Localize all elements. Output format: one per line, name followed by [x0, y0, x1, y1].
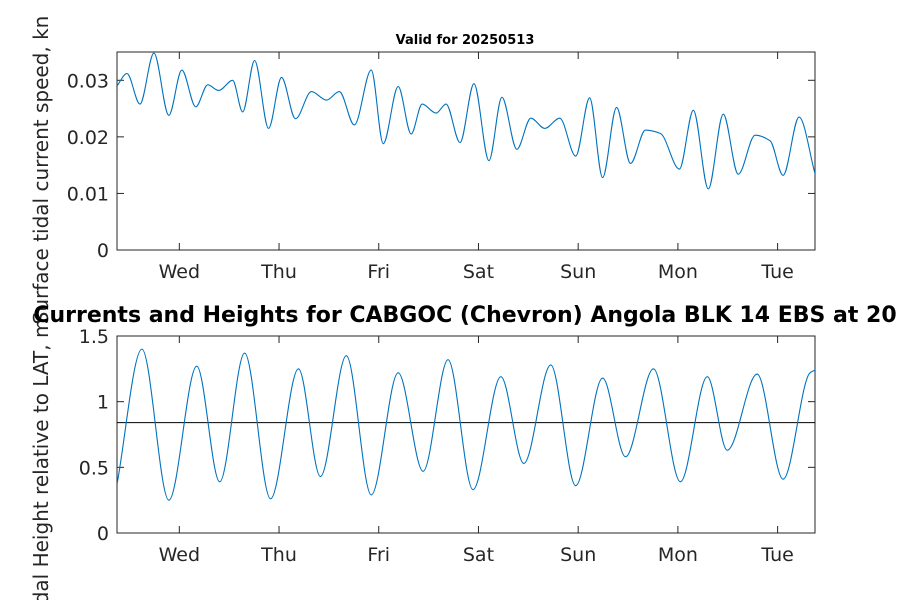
- tidal-height-axis-label: Tidal Height relative to LAT, m: [29, 319, 53, 600]
- x-tick-label: Thu: [260, 544, 297, 566]
- x-tick-label: Tue: [760, 544, 793, 566]
- y-tick-label: 0.03: [67, 70, 109, 92]
- x-tick-label: Mon: [658, 261, 698, 283]
- current-speed-axis-label: Surface tidal current speed, kn: [29, 16, 53, 325]
- x-tick-label: Thu: [260, 261, 297, 283]
- y-tick-label: 0: [97, 523, 109, 545]
- x-tick-label: Mon: [658, 544, 698, 566]
- tidal-height-panel: Wed Thu Fri Sat Sun Mon Tue 0 0.5 1 1.5 Tidal Heigh…: [29, 303, 897, 600]
- x-tick-label: Sun: [560, 261, 596, 283]
- plot-area: [116, 51, 816, 251]
- x-tick-label: Sat: [463, 544, 494, 566]
- y-tick-label: 0.02: [67, 127, 109, 149]
- x-tick-label: Fri: [367, 544, 390, 566]
- y-tick-label: 0.01: [67, 183, 109, 205]
- y-tick-label: 0: [97, 240, 109, 262]
- tidal-chart-title: Currents and Heights for CABGOC (Chevron…: [33, 303, 896, 328]
- y-tick-label: 0.5: [79, 457, 109, 479]
- x-tick-label: Sun: [560, 544, 596, 566]
- x-tick-label: Fri: [367, 261, 390, 283]
- x-tick-label: Sat: [463, 261, 494, 283]
- current-chart-title: Valid for 20250513: [396, 33, 535, 48]
- y-tick-label: 1.5: [79, 326, 109, 348]
- y-tick-label: 1: [97, 392, 109, 414]
- tidal-height-series-line: [117, 348, 815, 501]
- current-speed-panel: Wed Thu Fri Sat Sun Mon Tue 0 0.01 0.02 0.03 Surfac…: [29, 16, 816, 325]
- x-tick-label: Wed: [159, 261, 200, 283]
- current-speed-series-line: [117, 52, 815, 190]
- plot-area: [116, 335, 816, 534]
- x-tick-label: Tue: [760, 261, 793, 283]
- x-tick-label: Wed: [159, 544, 200, 566]
